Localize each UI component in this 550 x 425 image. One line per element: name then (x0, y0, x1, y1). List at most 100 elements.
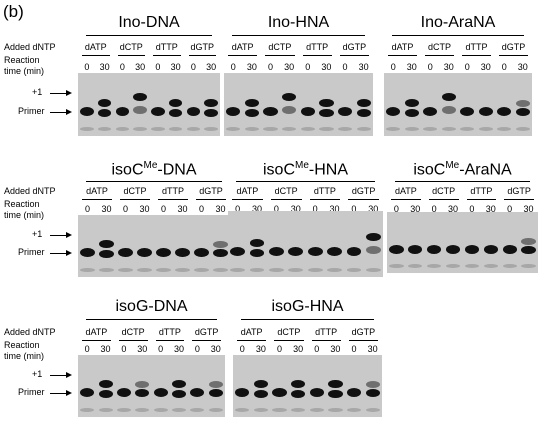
gel-band (98, 380, 113, 389)
gel-band (115, 127, 130, 132)
plus-one-marker-label: +1 (32, 229, 43, 240)
dntp-label: dGTP (501, 42, 526, 52)
gel-band (423, 106, 438, 116)
dntp-underline (196, 199, 226, 200)
time-label: 30 (206, 62, 217, 72)
gel-band (175, 248, 190, 258)
primer-arrow (50, 393, 68, 395)
gel-band (521, 237, 536, 245)
gel-band (365, 232, 381, 241)
gel-band (483, 264, 498, 269)
gel-band (156, 248, 171, 258)
time-label: 0 (314, 344, 320, 354)
dntp-label: dATP (84, 42, 107, 52)
dntp-underline (82, 199, 112, 200)
gel-band (445, 244, 461, 254)
gel-band (272, 408, 287, 413)
gel-band (99, 250, 114, 259)
time-label: 30 (443, 62, 454, 72)
reaction-time-label: Reaction (4, 340, 40, 350)
gel-band (213, 268, 228, 273)
dntp-label: dATP (231, 42, 254, 52)
time-label: 30 (174, 344, 185, 354)
gel-band (272, 388, 287, 398)
gel-band (337, 106, 353, 116)
dntp-label: dATP (86, 186, 108, 196)
gel-band (172, 390, 187, 399)
primer-arrow (50, 112, 68, 114)
gel-band (244, 98, 259, 107)
time-label: 0 (469, 204, 475, 214)
time-label: 30 (367, 344, 378, 354)
dntp-label: dATP (236, 186, 259, 196)
dntp-label: dCTP (277, 327, 301, 337)
dntp-underline (311, 340, 341, 341)
time-label: 0 (121, 344, 127, 354)
gel-band (346, 408, 362, 413)
gel-band (356, 127, 371, 132)
gel-band (386, 127, 401, 132)
gel-band (515, 107, 530, 116)
gel-title-main: isoC (413, 161, 446, 179)
gel-band (423, 127, 438, 132)
time-label: 0 (268, 62, 274, 72)
gel-band (386, 106, 401, 116)
dntp-label: dTTP (313, 186, 336, 196)
dntp-label: dGTP (199, 186, 223, 196)
time-label: 30 (139, 204, 150, 214)
gel-band (288, 267, 304, 272)
time-label: 30 (284, 62, 295, 72)
plus-one-arrowhead (66, 232, 72, 239)
reaction-time-label: Reaction (4, 55, 40, 65)
time-label: 30 (480, 62, 491, 72)
dntp-underline (425, 55, 454, 56)
dntp-underline (391, 199, 421, 200)
time-label: 0 (393, 204, 399, 214)
primer-marker-label: Primer (18, 247, 45, 258)
title-underline (392, 35, 524, 36)
dntp-underline (274, 340, 304, 341)
gel-band (291, 390, 306, 399)
gel-band (116, 408, 131, 413)
dntp-label: dTTP (470, 186, 493, 196)
gel-band (213, 241, 228, 249)
gel-band (99, 268, 114, 273)
gel-band (151, 127, 165, 132)
gel-band (97, 98, 112, 107)
gel-band (175, 268, 190, 273)
gel-band (521, 245, 536, 254)
gel-title-main: isoC (262, 161, 295, 179)
gel-title-main: isoG-HNA (271, 298, 344, 315)
reaction-time-unit-label: time (min) (4, 351, 44, 361)
gel-band (307, 267, 323, 272)
dntp-label: dTTP (465, 42, 488, 52)
gel-band (235, 408, 250, 413)
time-label: 0 (190, 62, 196, 72)
gel-title-superscript: Me (143, 160, 158, 171)
added-dntp-label: Added dNTP (4, 186, 56, 196)
gel-band (97, 108, 112, 117)
gel-band (80, 408, 95, 413)
gel-band (172, 380, 187, 389)
dntp-underline (237, 340, 267, 341)
dntp-underline (339, 55, 369, 56)
title-underline (241, 319, 374, 320)
time-label: 0 (194, 344, 200, 354)
gel-image (233, 355, 382, 417)
title-underline (232, 35, 365, 36)
plus-one-marker-label: +1 (32, 369, 43, 380)
time-label: 30 (293, 344, 304, 354)
gel-band (230, 246, 246, 256)
time-label: 0 (507, 204, 513, 214)
gel-band (327, 267, 342, 272)
plus-one-arrow (50, 93, 68, 95)
gel-title: isoCMe-AraNA (387, 160, 538, 179)
gel-band (151, 106, 165, 116)
plus-one-marker-label: +1 (32, 87, 43, 98)
gel-band (282, 105, 297, 114)
reaction-time-unit-label: time (min) (4, 210, 44, 220)
dntp-label: dGTP (342, 42, 367, 52)
gel-band (365, 408, 380, 413)
dntp-underline (120, 199, 150, 200)
gel-title-main: isoC (111, 161, 144, 179)
